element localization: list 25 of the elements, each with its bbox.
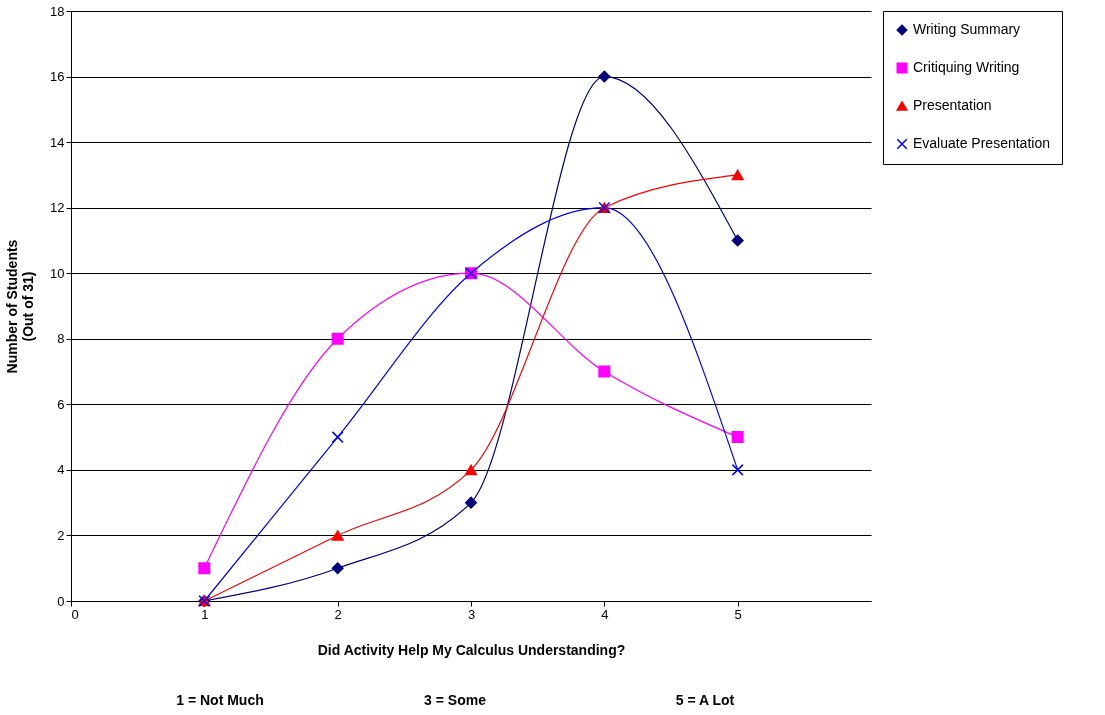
y-tick-label: 10: [50, 265, 65, 281]
x-axis-title: Did Activity Help My Calculus Understanding?: [317, 641, 626, 658]
y-tick-label: 18: [50, 3, 65, 19]
y-tick-label: 12: [50, 200, 65, 216]
x-tick-label: 1: [201, 606, 209, 622]
text: 1 = Not Much: [176, 692, 264, 708]
y-tick-label: 14: [50, 134, 65, 150]
x-tick-label: 3: [467, 606, 476, 622]
x-tick-label: 0: [71, 606, 79, 622]
y-tick-label: 6: [57, 396, 65, 412]
y-tick-label: 8: [57, 331, 65, 347]
y-tick-label: 4: [57, 462, 65, 478]
y-tick-label: 2: [57, 527, 65, 543]
text: 5 = A Lot: [675, 692, 735, 708]
x-tick-label: 2: [334, 606, 342, 622]
y-tick-label: 16: [50, 69, 65, 85]
y-axis-title: Number of Students (Out of 31): [4, 239, 37, 374]
y-tick-label: 0: [57, 593, 65, 609]
x-tick-label: 5: [734, 606, 742, 622]
legend-label: Writing Summary: [913, 21, 1021, 37]
legend-label: Presentation: [913, 97, 992, 113]
legend-label: Evaluate Presentation: [913, 135, 1050, 151]
x-tick-label: 4: [601, 606, 609, 622]
text: 3 = Some: [424, 692, 486, 708]
legend-label: Critiquing Writing: [913, 59, 1020, 75]
